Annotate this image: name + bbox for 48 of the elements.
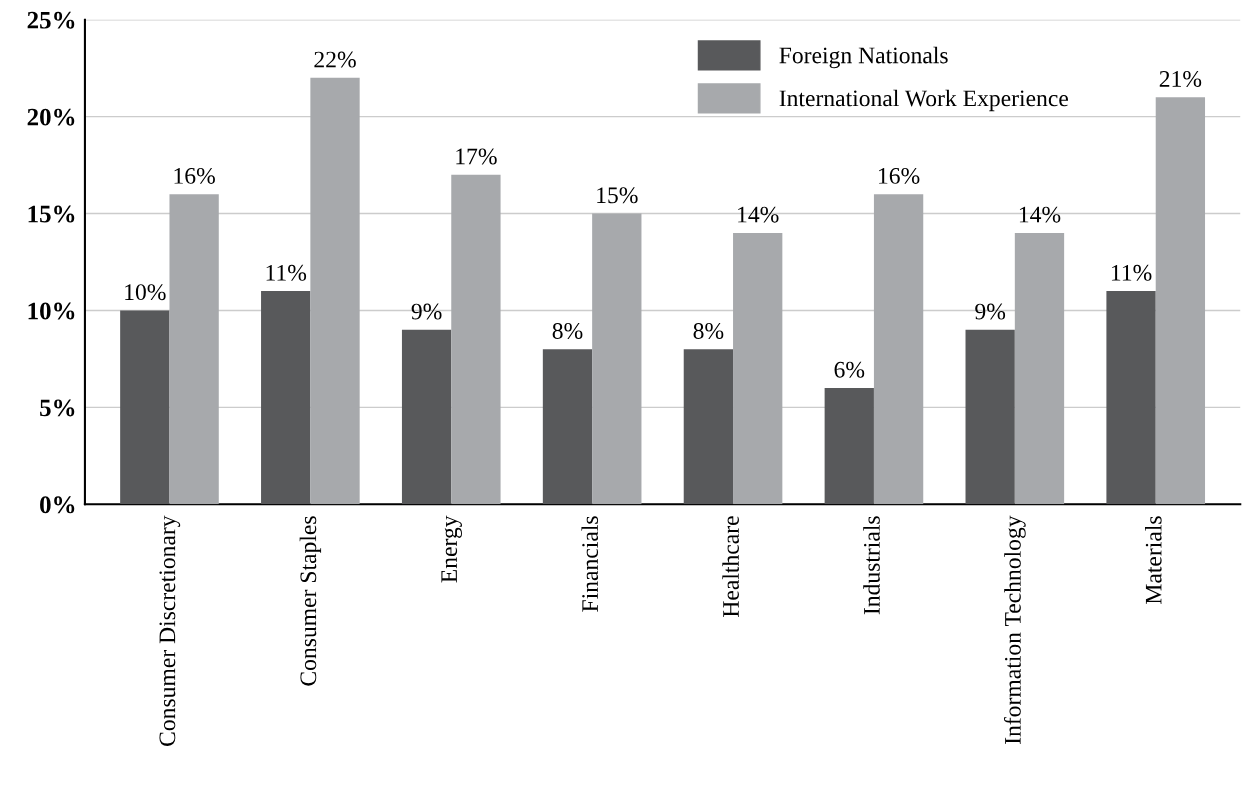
bar <box>261 291 311 505</box>
y-tick-label: 0% <box>40 496 75 514</box>
bar <box>1155 97 1206 505</box>
x-tick-label: Healthcare <box>722 516 739 617</box>
bar <box>401 329 452 505</box>
x-tick-label: Information Technology <box>1003 515 1026 744</box>
data-label: 14% <box>1019 206 1061 223</box>
data-label: 8% <box>693 322 724 339</box>
x-tick-label: Consumer Staples <box>299 516 322 686</box>
y-tick-label: 15% <box>28 205 75 223</box>
x-tick-label: Industrials <box>863 516 880 615</box>
bar <box>873 194 924 505</box>
data-label: 17% <box>456 148 497 165</box>
bar <box>451 174 501 505</box>
bar <box>120 310 170 505</box>
bar <box>592 213 642 505</box>
bar <box>169 194 219 505</box>
data-label: 9% <box>975 303 1006 320</box>
data-label: 10% <box>125 284 166 301</box>
bar <box>965 329 1015 505</box>
y-tick-label: 20% <box>27 108 75 126</box>
x-tick-label: Financials <box>581 516 599 612</box>
data-label: 11% <box>1111 264 1152 281</box>
data-label: 8% <box>552 322 583 339</box>
data-label: 22% <box>314 51 356 68</box>
data-label: 11% <box>266 264 307 281</box>
y-tick-label: 10% <box>28 302 75 320</box>
x-tick-label: Consumer Discretionary <box>159 515 181 746</box>
data-label: 15% <box>597 187 638 204</box>
data-label: 21% <box>1159 70 1202 87</box>
x-tick-label: Materials <box>1145 516 1162 604</box>
legend-label: International Work Experience <box>779 89 1068 112</box>
bar <box>542 349 593 505</box>
bar <box>310 77 360 505</box>
y-tick-label: 5% <box>40 399 75 417</box>
bar <box>1106 291 1156 505</box>
data-label: 16% <box>879 167 920 184</box>
bar <box>683 349 734 505</box>
data-label: 16% <box>174 167 215 184</box>
bar <box>824 388 874 505</box>
data-label: 9% <box>411 303 442 320</box>
data-label: 6% <box>834 361 865 378</box>
y-tick-label: 25% <box>27 11 75 29</box>
legend-label: Foreign Nationals <box>779 46 948 69</box>
bar <box>733 232 783 505</box>
bar <box>1014 232 1065 505</box>
x-tick-label: Energy <box>441 515 462 583</box>
data-label: 14% <box>738 206 779 223</box>
